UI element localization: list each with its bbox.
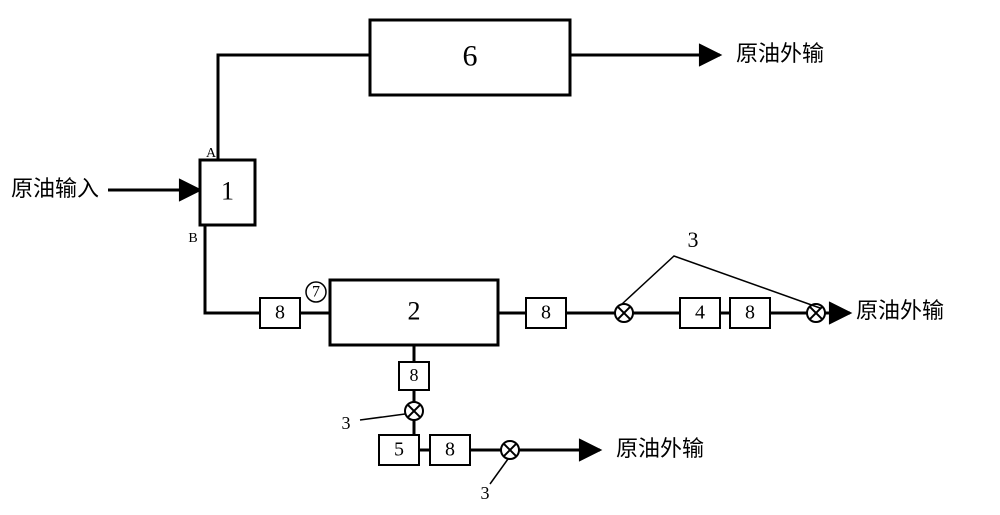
callout-label-c3bot: 3	[481, 483, 490, 503]
node-label-n8a: 8	[275, 302, 285, 324]
node-label-n1: 1	[221, 176, 234, 205]
flow-line-1_to_6	[218, 55, 370, 160]
label-portA: A	[206, 146, 217, 161]
node-label-n4: 4	[695, 302, 705, 324]
node-label-n8c: 8	[745, 302, 755, 324]
callout-label-c3top: 3	[688, 227, 699, 252]
flow-line-1_to_8a	[205, 225, 260, 313]
label-output1: 原油外输	[736, 41, 824, 66]
node-label-n6: 6	[463, 39, 478, 72]
valve-v4	[501, 441, 519, 459]
node-label-n5: 5	[394, 439, 404, 461]
label-output2: 原油外输	[856, 298, 944, 323]
valve-v3	[405, 402, 423, 420]
label-portB: B	[188, 231, 197, 246]
callout-label-c3left: 3	[342, 413, 351, 433]
label-circle7: 7	[312, 284, 320, 301]
label-output3: 原油外输	[616, 436, 704, 461]
valve-v1	[615, 304, 633, 322]
callout-leader-c3bot	[490, 459, 508, 484]
node-label-n8b: 8	[541, 302, 551, 324]
node-label-n8d: 8	[410, 365, 419, 385]
label-input: 原油输入	[11, 176, 99, 201]
callout-leader-c3left	[360, 414, 405, 420]
node-label-n8e: 8	[445, 439, 455, 461]
node-label-n2: 2	[408, 296, 421, 325]
